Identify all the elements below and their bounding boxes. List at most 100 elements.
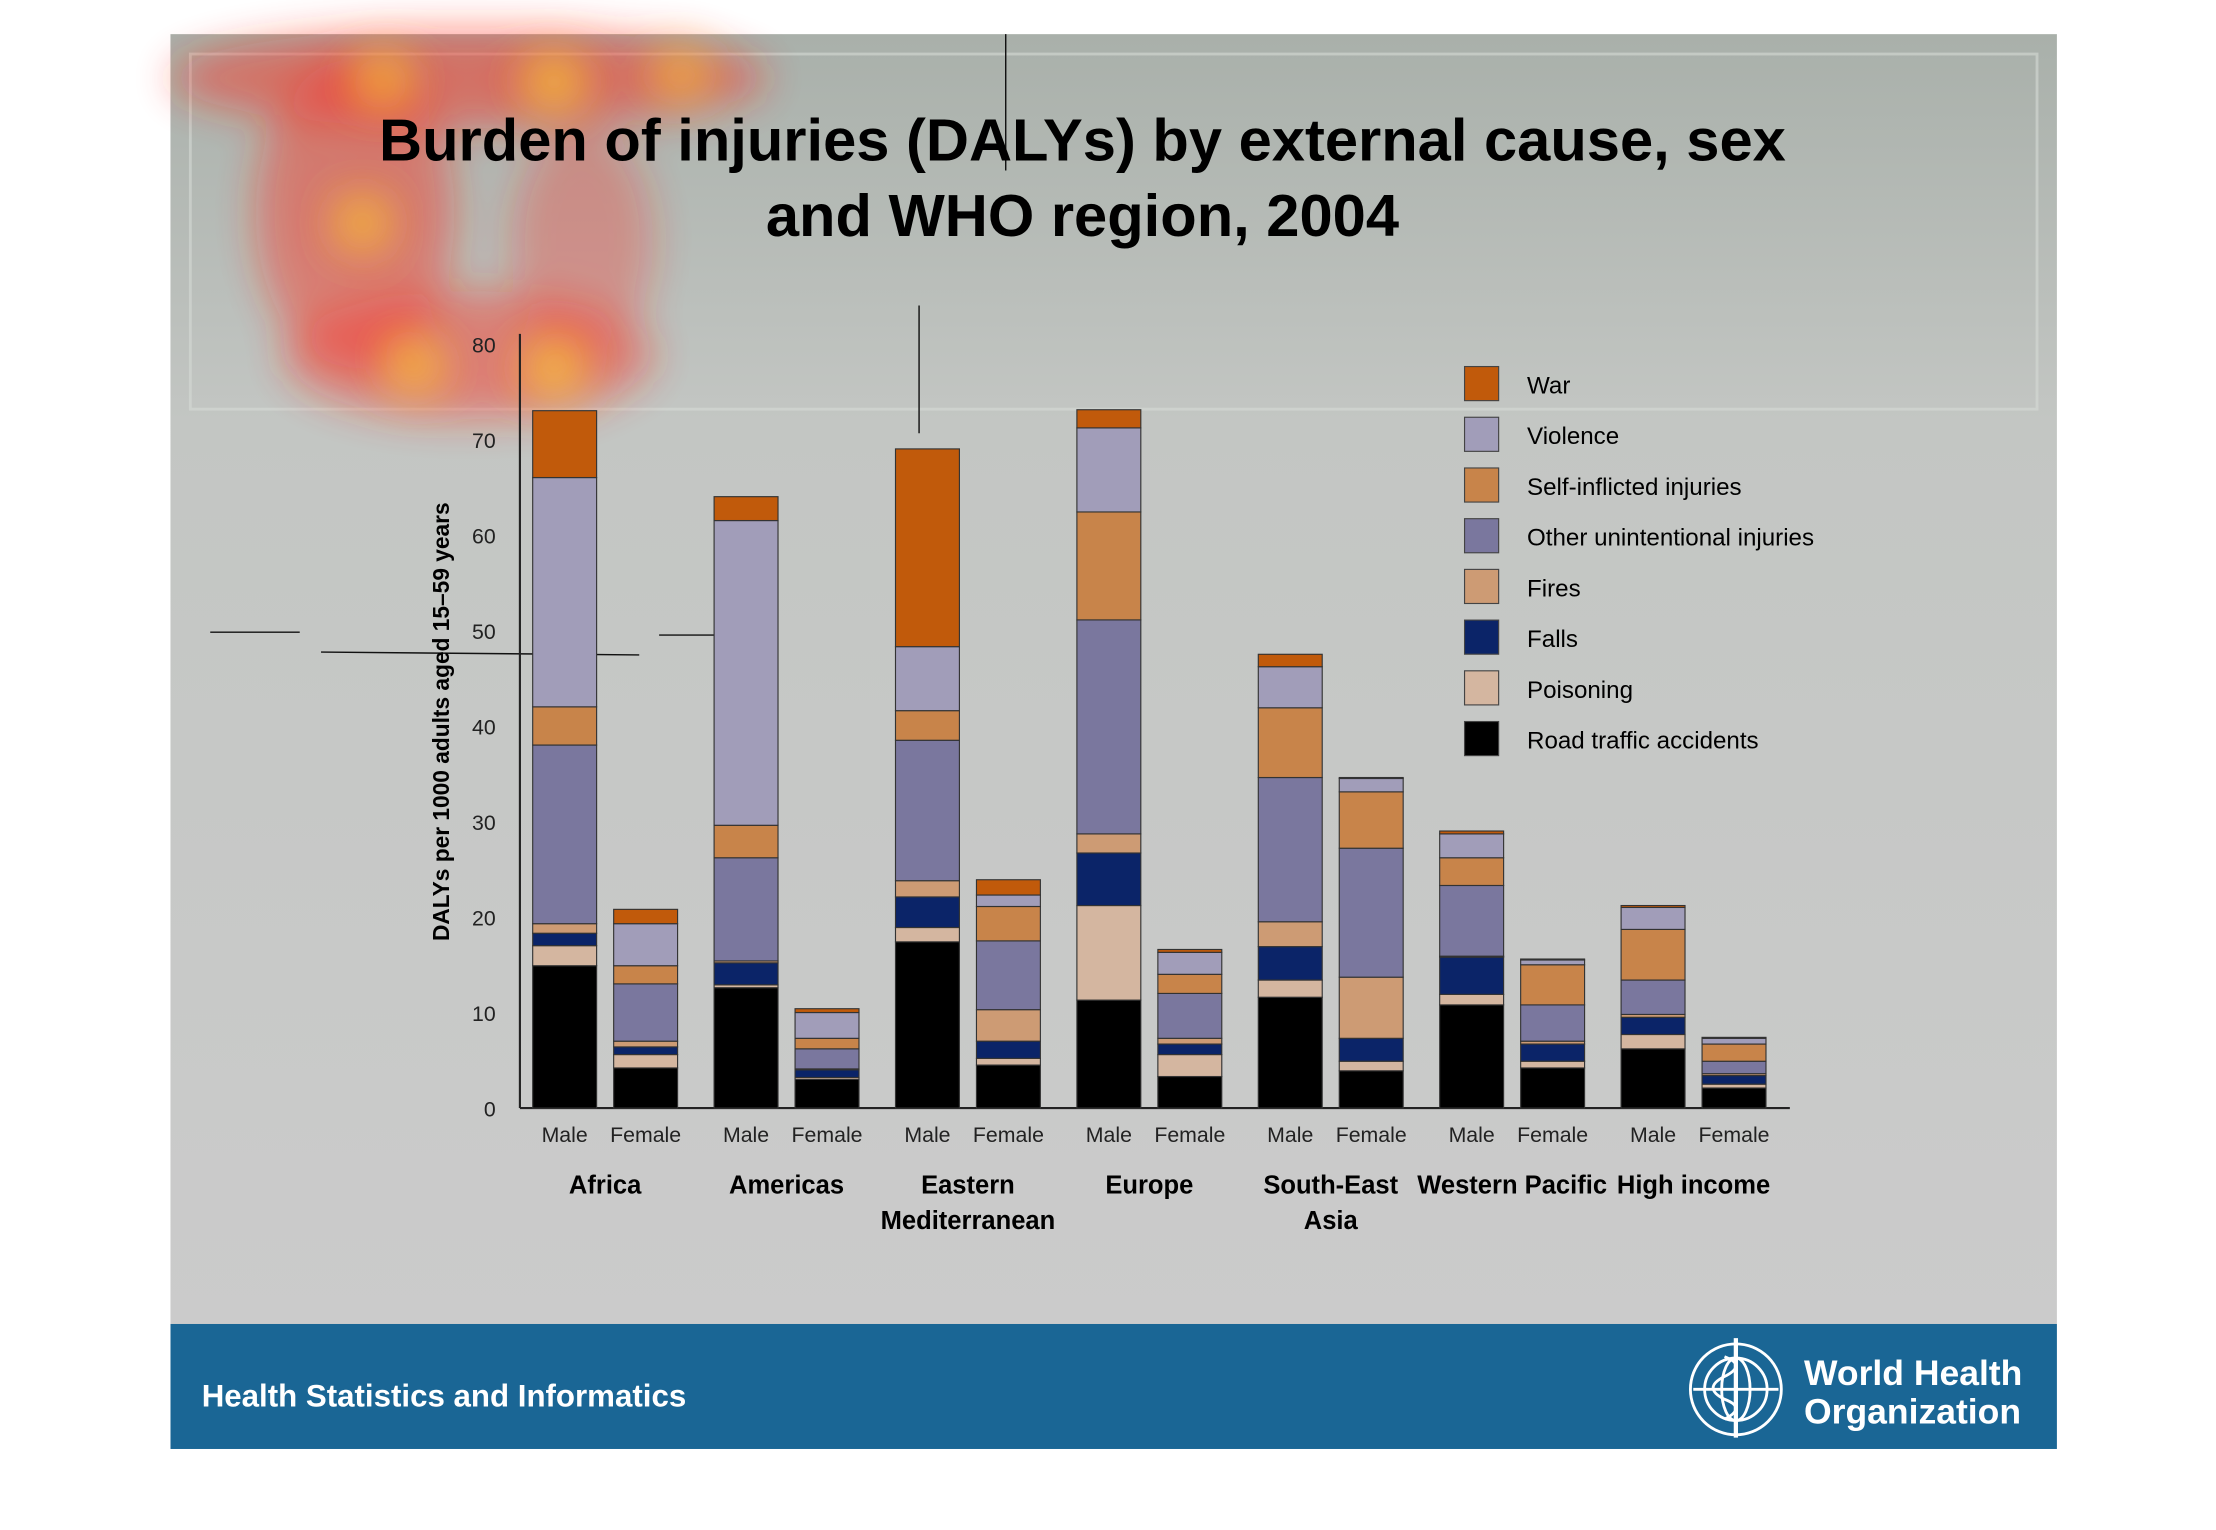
y-tick-label: 80 bbox=[472, 333, 496, 357]
bar-segment-self-inflicted-injuries bbox=[1439, 857, 1505, 887]
region-label: Europe bbox=[1105, 1171, 1193, 1199]
bar-segment-war bbox=[532, 410, 598, 479]
bar-segment-road-traffic-accidents bbox=[1338, 1070, 1404, 1109]
bar-segment-violence bbox=[794, 1011, 860, 1039]
who-logo: World Health Organization bbox=[1688, 1338, 2022, 1438]
bar-segment-war bbox=[794, 1008, 860, 1014]
bar-segment-other-unintentional-injuries bbox=[532, 744, 598, 925]
bar-segment-road-traffic-accidents bbox=[713, 987, 779, 1109]
bar-segment-war bbox=[713, 496, 779, 522]
bar-segment-war bbox=[1257, 653, 1323, 668]
bar-segment-road-traffic-accidents bbox=[532, 965, 598, 1109]
legend-swatch bbox=[1463, 416, 1500, 452]
bar-segment-other-unintentional-injuries bbox=[1338, 847, 1404, 978]
bar-segment-falls bbox=[1701, 1075, 1767, 1085]
legend-swatch bbox=[1463, 720, 1500, 757]
bar-segment-falls bbox=[794, 1069, 860, 1079]
bar-segment-violence bbox=[1257, 666, 1323, 709]
bar-segment-violence bbox=[1439, 833, 1505, 859]
bar-segment-poisoning bbox=[613, 1053, 679, 1069]
x-tick-label-sex: Female bbox=[1154, 1123, 1225, 1147]
bar-segment-self-inflicted-injuries bbox=[1076, 511, 1142, 621]
logo-text-line1: World Health bbox=[1804, 1353, 2022, 1393]
x-tick-label-sex: Female bbox=[1517, 1123, 1588, 1147]
bar-segment-road-traffic-accidents bbox=[1257, 996, 1323, 1109]
bar-segment-war bbox=[613, 908, 679, 925]
bar-segment-falls bbox=[894, 896, 960, 929]
bar-segment-road-traffic-accidents bbox=[1076, 999, 1142, 1109]
bar-segment-road-traffic-accidents bbox=[794, 1078, 860, 1109]
bar-segment-violence bbox=[532, 476, 598, 708]
y-tick-label: 0 bbox=[484, 1098, 496, 1122]
bar-segment-violence bbox=[713, 519, 779, 826]
bar-segment-road-traffic-accidents bbox=[613, 1067, 679, 1109]
bar-segment-falls bbox=[1338, 1037, 1404, 1062]
bar-segment-self-inflicted-injuries bbox=[532, 706, 598, 746]
bar-segment-road-traffic-accidents bbox=[1439, 1004, 1505, 1109]
legend-label: Fires bbox=[1527, 575, 1581, 602]
x-tick-label-sex: Female bbox=[1699, 1123, 1770, 1147]
y-tick-label: 50 bbox=[472, 620, 496, 644]
bar-segment-other-unintentional-injuries bbox=[1620, 979, 1686, 1016]
bar-segment-self-inflicted-injuries bbox=[1620, 928, 1686, 981]
bar-segment-road-traffic-accidents bbox=[1520, 1067, 1586, 1109]
bar-segment-self-inflicted-injuries bbox=[713, 824, 779, 859]
bar-segment-violence bbox=[1701, 1037, 1767, 1045]
legend-swatch bbox=[1463, 365, 1500, 402]
legend-label: Falls bbox=[1527, 626, 1578, 653]
bar-segment-poisoning bbox=[1076, 904, 1142, 1001]
bar-segment-poisoning bbox=[1520, 1060, 1586, 1069]
bar-segment-other-unintentional-injuries bbox=[1076, 619, 1142, 835]
bar-segment-falls bbox=[1620, 1016, 1686, 1036]
region-label: Mediterranean bbox=[881, 1207, 1056, 1235]
bar-segment-fires bbox=[894, 880, 960, 898]
bar-segment-poisoning bbox=[1338, 1060, 1404, 1072]
bar-segment-poisoning bbox=[894, 926, 960, 943]
bar-segment-poisoning bbox=[1620, 1033, 1686, 1050]
bar-segment-other-unintentional-injuries bbox=[1157, 992, 1223, 1039]
legend-swatch bbox=[1463, 467, 1500, 503]
bar-segment-falls bbox=[1076, 852, 1142, 907]
bar-segment-war bbox=[1701, 1036, 1767, 1039]
who-emblem-icon bbox=[1688, 1338, 1783, 1438]
bar-segment-fires bbox=[1338, 976, 1404, 1039]
bar-segment-war bbox=[894, 448, 960, 648]
y-tick-label: 70 bbox=[472, 429, 496, 453]
bar-segment-war bbox=[1520, 958, 1586, 961]
bar-segment-falls bbox=[1257, 946, 1323, 981]
title-line: Burden of injuries (DALYs) by external c… bbox=[379, 107, 1786, 174]
region-label: Americas bbox=[729, 1171, 844, 1199]
bar-segment-other-unintentional-injuries bbox=[713, 857, 779, 962]
bar-segment-self-inflicted-injuries bbox=[794, 1037, 860, 1050]
y-axis-label: DALYs per 1000 adults aged 15–59 years bbox=[428, 502, 454, 941]
bar-segment-fires bbox=[1257, 921, 1323, 948]
bar-segment-self-inflicted-injuries bbox=[894, 710, 960, 741]
bar-segment-falls bbox=[1157, 1043, 1223, 1056]
bar-segment-other-unintentional-injuries bbox=[613, 983, 679, 1042]
bar-segment-war bbox=[1620, 904, 1686, 909]
bar-segment-other-unintentional-injuries bbox=[1439, 884, 1505, 957]
legend-label: Road traffic accidents bbox=[1527, 728, 1759, 755]
attention-heatmap-overlay bbox=[170, 28, 768, 421]
legend-swatch bbox=[1463, 619, 1500, 655]
bar-segment-violence bbox=[1338, 777, 1404, 793]
legend-swatch bbox=[1463, 670, 1500, 706]
bar-segment-road-traffic-accidents bbox=[1157, 1075, 1223, 1109]
bar-segment-falls bbox=[975, 1040, 1041, 1059]
bar-segment-violence bbox=[1157, 951, 1223, 975]
y-tick-label: 40 bbox=[472, 715, 496, 739]
bar-segment-violence bbox=[1520, 959, 1586, 966]
bar-segment-falls bbox=[613, 1046, 679, 1056]
region-label: South-East bbox=[1263, 1171, 1398, 1199]
bar-segment-poisoning bbox=[1157, 1053, 1223, 1078]
bar-segment-fires bbox=[1157, 1037, 1223, 1045]
bar-segment-violence bbox=[1076, 427, 1142, 513]
region-label: Africa bbox=[569, 1171, 642, 1199]
bar-segment-fires bbox=[613, 1040, 679, 1048]
y-tick-label: 10 bbox=[472, 1002, 496, 1026]
region-label: High income bbox=[1617, 1171, 1770, 1199]
bar-segment-poisoning bbox=[975, 1057, 1041, 1066]
logo-text-line2: Organization bbox=[1804, 1391, 2021, 1431]
region-label: Asia bbox=[1304, 1207, 1359, 1235]
